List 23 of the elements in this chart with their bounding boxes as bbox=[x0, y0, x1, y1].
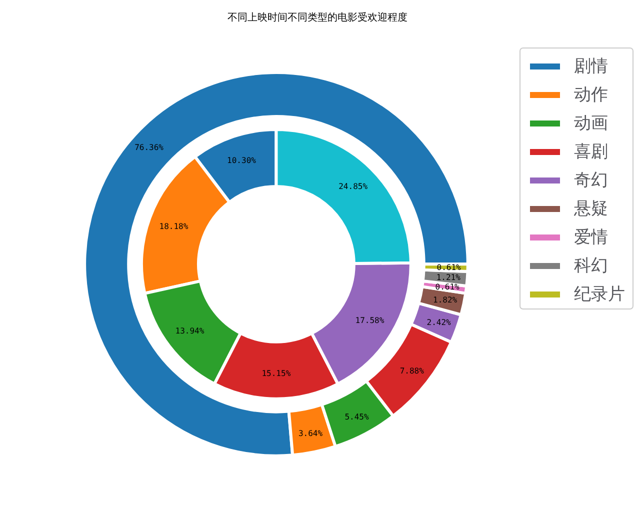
legend-label: 奇幻 bbox=[574, 170, 608, 190]
legend-label: 动画 bbox=[574, 114, 608, 134]
legend-label: 动作 bbox=[574, 85, 608, 105]
data-label: 15.15% bbox=[262, 368, 291, 378]
data-label: 24.85% bbox=[338, 182, 368, 192]
data-label: 17.58% bbox=[355, 316, 384, 326]
data-label: 18.18% bbox=[159, 222, 188, 231]
legend-label: 喜剧 bbox=[574, 142, 608, 162]
data-label: 1.82% bbox=[433, 296, 458, 305]
legend-label: 科幻 bbox=[574, 256, 608, 276]
legend-label: 纪录片 bbox=[574, 284, 625, 304]
data-label: 3.64% bbox=[298, 428, 323, 438]
data-label: 2.42% bbox=[426, 318, 452, 327]
legend-label: 爱情 bbox=[574, 228, 608, 248]
legend-label: 剧情 bbox=[574, 56, 608, 76]
data-label: 7.88% bbox=[400, 366, 424, 376]
data-label: 13.94% bbox=[175, 326, 204, 336]
legend-label: 悬疑 bbox=[573, 199, 608, 219]
data-label: 5.45% bbox=[344, 412, 369, 422]
data-label: 10.30% bbox=[227, 156, 256, 166]
data-label: 1.21% bbox=[436, 272, 461, 282]
data-label: 76.36% bbox=[134, 142, 164, 152]
chart-title: 不同上映时间不同类型的电影受欢迎程度 bbox=[228, 12, 408, 24]
